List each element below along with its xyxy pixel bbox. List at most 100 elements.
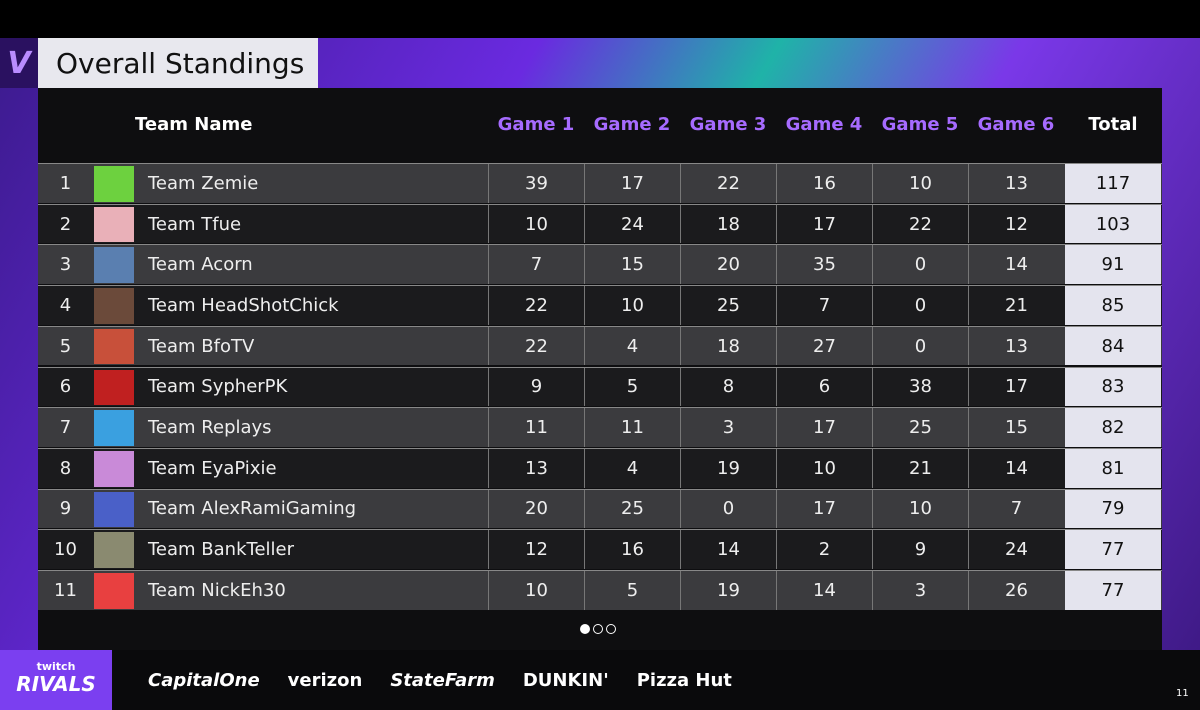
score: 14 xyxy=(968,245,1064,285)
score: 16 xyxy=(776,164,872,203)
score: 20 xyxy=(488,489,584,529)
header-cell: Game 3 xyxy=(689,113,767,135)
team-name: Team SypherPK xyxy=(148,376,288,398)
score: 19 xyxy=(680,571,776,610)
header-cell: Game 4 xyxy=(785,113,863,135)
score: 25 xyxy=(872,408,968,447)
score: 5 xyxy=(584,571,680,610)
rank: 11 xyxy=(54,579,77,601)
score: 8 xyxy=(680,367,776,407)
score: 22 xyxy=(680,164,776,203)
total: 117 xyxy=(1065,164,1161,203)
page-dot xyxy=(580,624,590,634)
table-row: 11 Team NickEh30 10 5 19 14 3 26 77 xyxy=(38,570,1162,610)
total: 79 xyxy=(1065,489,1161,529)
total: 77 xyxy=(1065,571,1161,610)
total: 77 xyxy=(1065,530,1161,569)
table-row: 3 Team Acorn 7 15 20 35 0 14 91 xyxy=(38,244,1162,285)
score: 20 xyxy=(680,245,776,285)
header-cell: Game 5 xyxy=(881,113,959,135)
avatar xyxy=(94,532,134,568)
score: 10 xyxy=(872,164,968,203)
score: 17 xyxy=(776,204,872,244)
brand-logo: twitch RIVALS xyxy=(0,650,112,710)
score: 10 xyxy=(488,204,584,244)
score: 11 xyxy=(584,408,680,447)
footer: twitch RIVALS CapitalOne verizon StateFarm… xyxy=(0,650,1200,710)
team-name: Team AlexRamiGaming xyxy=(148,498,357,520)
score: 14 xyxy=(968,448,1064,488)
score: 12 xyxy=(488,530,584,569)
team-name: Team Zemie xyxy=(148,172,259,194)
total: 91 xyxy=(1065,245,1161,285)
team-name: Team EyaPixie xyxy=(148,457,277,479)
team-name: Team BfoTV xyxy=(148,335,255,357)
brand-bottom: RIVALS xyxy=(16,672,96,696)
table-row: 5 Team BfoTV 22 4 18 27 0 13 84 xyxy=(38,325,1162,366)
score: 0 xyxy=(872,286,968,325)
score: 17 xyxy=(776,489,872,529)
team-name: Team BankTeller xyxy=(148,539,294,561)
title: Overall Standings xyxy=(38,38,318,88)
rank: 1 xyxy=(59,172,72,194)
score: 14 xyxy=(680,530,776,569)
score: 10 xyxy=(872,489,968,529)
score: 13 xyxy=(488,448,584,488)
score: 35 xyxy=(776,245,872,285)
score: 24 xyxy=(584,204,680,244)
brand-top: twitch xyxy=(36,660,76,673)
standings-table: Team Name Game 1 Game 2 Game 3 Game 4 Game 5 G… xyxy=(38,88,1162,650)
score: 14 xyxy=(776,571,872,610)
rank: 7 xyxy=(59,417,72,439)
top-bar xyxy=(0,0,1200,38)
score: 13 xyxy=(968,326,1064,366)
score: 39 xyxy=(488,164,584,203)
sponsor: CapitalOne xyxy=(148,669,260,691)
avatar xyxy=(94,573,134,609)
total: 82 xyxy=(1065,408,1161,447)
score: 4 xyxy=(584,326,680,366)
total: 83 xyxy=(1065,367,1161,407)
sponsors: CapitalOne verizon StateFarm DUNKIN' Pizza H… xyxy=(148,650,732,710)
sponsor: DUNKIN' xyxy=(522,669,609,691)
rank: 5 xyxy=(59,335,72,357)
score: 38 xyxy=(872,367,968,407)
score: 0 xyxy=(872,326,968,366)
pagination xyxy=(580,624,620,638)
avatar xyxy=(94,410,134,446)
score: 22 xyxy=(872,204,968,244)
team-name: Team Acorn xyxy=(148,254,253,276)
table-row: 10 Team BankTeller 12 16 14 2 9 24 77 xyxy=(38,529,1162,569)
score: 21 xyxy=(872,448,968,488)
score: 6 xyxy=(776,367,872,407)
header-cell: Game 1 xyxy=(497,113,575,135)
header-cell: Game 6 xyxy=(977,113,1055,135)
score: 10 xyxy=(488,571,584,610)
score: 3 xyxy=(872,571,968,610)
table-row: 9 Team AlexRamiGaming 20 25 0 17 10 7 79 xyxy=(38,488,1162,529)
score: 9 xyxy=(488,367,584,407)
logo: V xyxy=(0,38,38,88)
table-row: 2 Team Tfue 10 24 18 17 22 12 103 xyxy=(38,203,1162,244)
score: 2 xyxy=(776,530,872,569)
sponsor: verizon xyxy=(287,669,363,691)
table-row: 8 Team EyaPixie 13 4 19 10 21 14 81 xyxy=(38,447,1162,488)
score: 4 xyxy=(584,448,680,488)
table-row: 6 Team SypherPK 9 5 8 6 38 17 83 xyxy=(38,366,1162,407)
team-name: Team NickEh30 xyxy=(148,579,286,601)
score: 25 xyxy=(680,286,776,325)
score: 7 xyxy=(968,489,1064,529)
score: 25 xyxy=(584,489,680,529)
score: 17 xyxy=(776,408,872,447)
score: 26 xyxy=(968,571,1064,610)
score: 3 xyxy=(680,408,776,447)
rank: 6 xyxy=(59,376,72,398)
score: 15 xyxy=(968,408,1064,447)
table-row: 1 Team Zemie 39 17 22 16 10 13 117 xyxy=(38,163,1162,203)
team-name: Team Replays xyxy=(148,417,272,439)
score: 18 xyxy=(680,204,776,244)
score: 10 xyxy=(776,448,872,488)
page-dot xyxy=(606,624,616,634)
score: 15 xyxy=(584,245,680,285)
